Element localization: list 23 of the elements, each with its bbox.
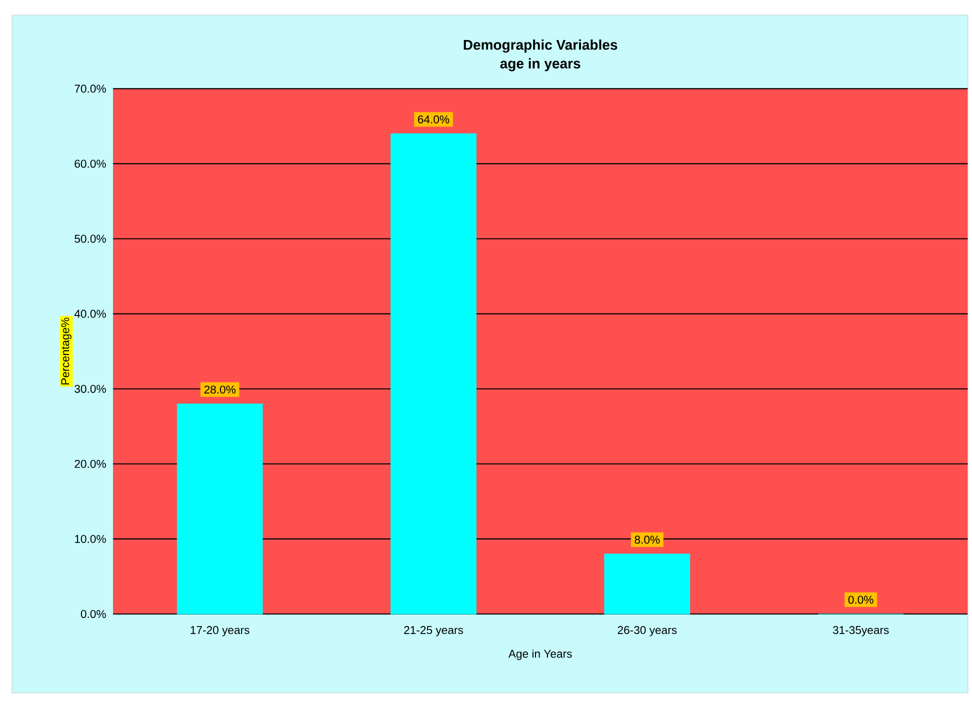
data-label: 64.0% bbox=[418, 115, 450, 124]
data-label: 28.0% bbox=[204, 386, 236, 394]
y-tick-label: 20.0% bbox=[74, 460, 106, 468]
data-label: 8.0% bbox=[634, 536, 660, 544]
bar bbox=[604, 554, 690, 614]
bar bbox=[390, 133, 476, 614]
x-axis-title: Age in Years bbox=[508, 649, 572, 660]
x-tick-label: 21-25 years bbox=[404, 626, 463, 636]
y-tick-label: 0.0% bbox=[80, 610, 106, 618]
data-label: 0.0% bbox=[848, 596, 874, 604]
y-tick-label: 50.0% bbox=[74, 234, 106, 243]
chart-title: Demographic Variables bbox=[464, 40, 618, 53]
x-tick-label: 26-30 years bbox=[618, 626, 677, 636]
y-tick-label: 30.0% bbox=[74, 384, 106, 393]
y-tick-label: 70.0% bbox=[74, 84, 106, 93]
x-tick-label: 17-20 years bbox=[190, 626, 250, 636]
y-tick-label: 40.0% bbox=[74, 310, 106, 318]
x-tick-label: 31-35years bbox=[832, 626, 889, 636]
y-tick-label: 60.0% bbox=[74, 160, 106, 168]
y-tick-label: 10.0% bbox=[75, 534, 106, 543]
bar bbox=[176, 404, 263, 614]
y-axis-title: Percentage% bbox=[61, 318, 72, 384]
chart-subtitle: age in years bbox=[500, 58, 580, 72]
